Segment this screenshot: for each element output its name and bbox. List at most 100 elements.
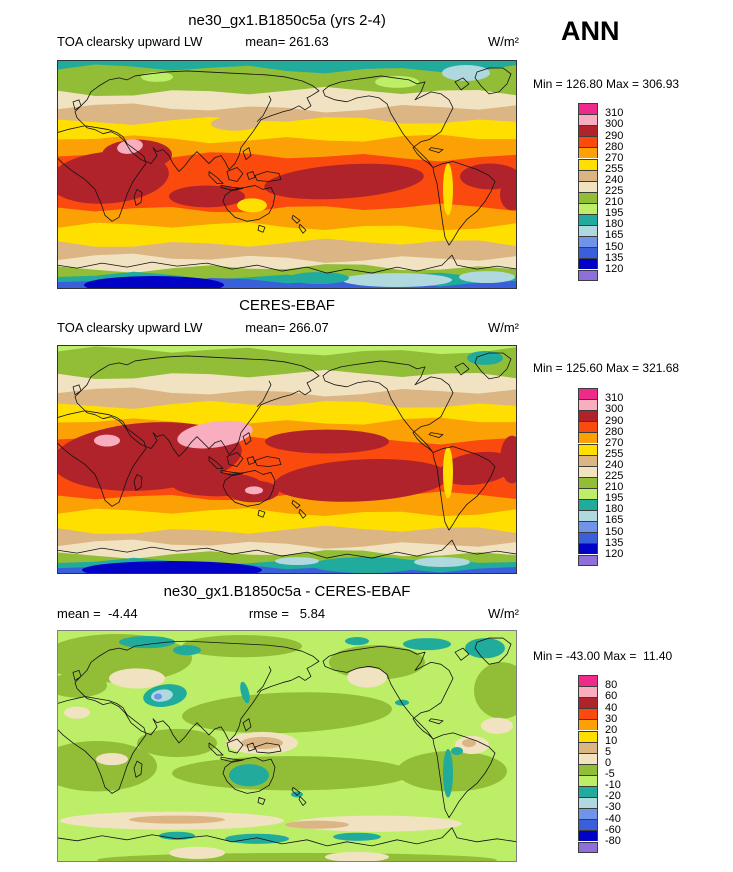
contour-region [182,635,302,658]
colorbar-1: 310 300 290 280 270 255 240 225 210 195 180 165 150 1… [578,103,668,283]
colorbar-cell [578,399,598,411]
colorbar-cell [578,708,598,720]
colorbar-tick-label: 40 [605,701,618,714]
colorbar-tick-label: 290 [605,129,624,142]
panel3-mean-label: mean = -4.44 [57,606,138,621]
colorbar-tick-label: 195 [605,492,624,505]
contour-region [459,271,515,284]
colorbar-tick-label: 270 [605,436,624,449]
panel1-units-label: W/m² [487,34,519,49]
contour-region [467,350,503,365]
contour-region [240,681,250,704]
colorbar-tick-label: -20 [605,790,621,803]
colorbar-cell [578,752,598,764]
contour-region [333,832,381,841]
colorbar-tick-label: 180 [605,503,624,516]
colorbar-cell [578,819,598,831]
colorbar-tick-label: -60 [605,823,621,836]
contour-region [182,692,392,734]
contour-region [414,557,470,568]
contour-region [312,557,422,574]
colorbar-cell [578,125,598,137]
colorbar-tick-label: 300 [605,118,624,131]
contour-region [460,163,517,190]
colorbar-cell [578,454,598,466]
colorbar-cell [578,487,598,499]
colorbar-tick-label: 20 [605,723,618,736]
diff-map [57,630,517,862]
colorbar-cell [578,808,598,820]
contour-region [169,185,245,208]
contour-region [177,420,253,449]
colorbar-tick-label: 80 [605,679,618,692]
colorbar-tick-label: 240 [605,173,624,186]
contour-region [443,163,453,216]
contour-region [443,446,453,499]
colorbar-3: 80 60 40 30 20 10 5 0 -5 -10 -20 -30 -40 -60 -80 [578,675,668,855]
colorbar-cell [578,388,598,400]
panel2-minmax-label: Min = 125.60 Max = 321.68 [533,361,680,375]
colorbar-cell [578,191,598,203]
colorbar-cell [578,180,598,192]
panel1-title: ne30_gx1.B1850c5a (yrs 2-4) [188,12,386,29]
contour-region [500,178,517,211]
colorbar-tick-label: 135 [605,536,624,549]
contour-region [84,276,224,289]
colorbar-tick-label: 135 [605,251,624,264]
colorbar-tick-label: 195 [605,207,624,220]
colorbar-tick-label: 30 [605,712,618,725]
contour-region [154,693,162,700]
contour-region [237,198,267,213]
colorbar-cell [578,443,598,455]
colorbar-tick-label: 120 [605,262,624,275]
colorbar-tick-label: 5 [605,745,612,758]
colorbar-tick-label: 210 [605,481,624,494]
map-frame [57,60,517,289]
colorbar-cell [578,103,598,115]
colorbar-tick-label: 255 [605,447,624,460]
panel2-units-label: W/m² [487,320,519,335]
contour-region [345,637,369,646]
panel3-minmax-label: Min = -43.00 Max = 11.40 [533,649,673,663]
colorbar-cell [578,410,598,422]
panel2-mean-label: mean= 266.07 [245,320,329,335]
contour-region [342,273,452,288]
colorbar-cell [578,225,598,237]
contour-region [265,429,389,454]
colorbar-cell [578,247,598,259]
season-label: ANN [561,16,620,46]
colorbar-cell [578,465,598,477]
contour-region [57,740,157,792]
colorbar-tick-label: 150 [605,525,624,538]
panel1-variable-label: TOA clearsky upward LW [57,34,203,49]
colorbar-tick-label: 270 [605,151,624,164]
contour-region [173,645,201,656]
contour-region [225,833,289,844]
colorbar-tick-label: 165 [605,514,624,527]
contour-region [443,749,453,798]
colorbar-tick-label: 280 [605,425,624,438]
colorbar-cell [578,136,598,148]
colorbar-cell [578,499,598,511]
colorbar-tick-label: 180 [605,218,624,231]
colorbar-cell [578,543,598,555]
contour-band [57,134,517,165]
colorbar-tick-label: 120 [605,547,624,560]
colorbar-cell [578,697,598,709]
obs-map [57,345,517,574]
colorbar-tick-label: -30 [605,801,621,814]
colorbar-cell [578,686,598,698]
colorbar-cell [578,675,598,687]
coastlines [57,352,517,559]
contour-region [137,728,217,758]
contour-region [245,486,263,495]
contour-region [474,662,517,719]
colorbar-tick-label: 165 [605,229,624,242]
colorbar-tick-label: 300 [605,403,624,416]
colorbar-cell [578,169,598,181]
colorbar-cell [578,258,598,270]
colorbar-tick-label: -80 [605,834,621,847]
colorbar-cell [578,830,598,842]
contour-region [274,459,450,502]
